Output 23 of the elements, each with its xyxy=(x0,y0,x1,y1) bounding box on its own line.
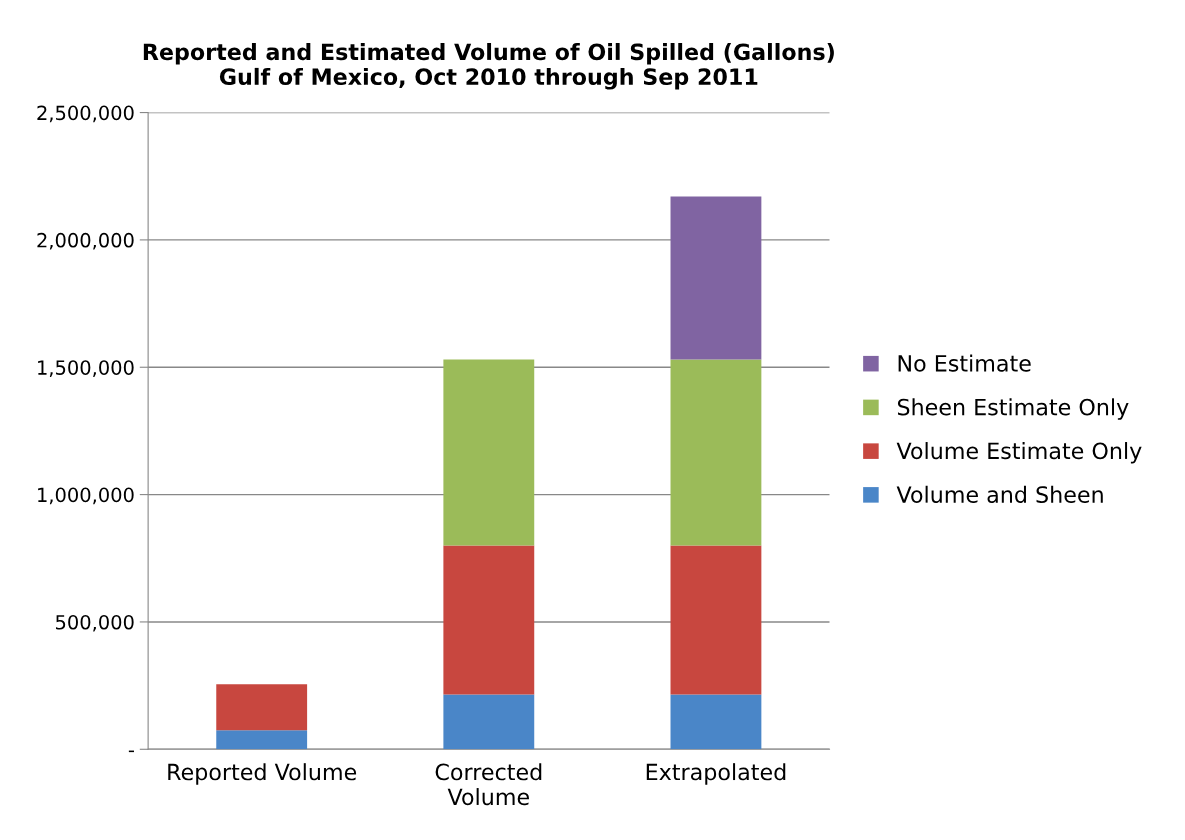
bar xyxy=(670,196,762,360)
y-tick-label: 2,000,000 xyxy=(37,232,134,250)
bar xyxy=(443,545,535,695)
y-tick-label: 2,500,000 xyxy=(37,105,134,123)
y-tick-label: 500,000 xyxy=(56,614,134,632)
bar xyxy=(670,359,762,546)
legend-label: Volume and Sheen xyxy=(896,485,1103,503)
bar xyxy=(670,545,762,695)
y-tick-label: 1,000,000 xyxy=(38,487,134,505)
x-tick-label: Reported Volume xyxy=(168,763,357,785)
x-tick-label: Corrected Volume xyxy=(435,763,542,806)
x-tick-label: Extrapolated xyxy=(646,763,786,785)
legend-label: Sheen Estimate Only xyxy=(897,398,1129,420)
y-tick-label: 1,500,000 xyxy=(38,360,134,377)
y-tick-label: - xyxy=(128,750,134,753)
chart-title: Reported and Estimated Volume of Oil Spilled (Gallons) Gulf of Mexico, Oct 2010 through Sep 2011 xyxy=(143,43,834,90)
legend-label: Volume Estimate Only xyxy=(896,442,1142,464)
legend-label: No Estimate xyxy=(898,354,1031,372)
bar xyxy=(216,730,308,750)
bar xyxy=(443,359,535,546)
bar xyxy=(670,694,762,750)
bar xyxy=(216,684,308,731)
bar xyxy=(443,694,535,750)
